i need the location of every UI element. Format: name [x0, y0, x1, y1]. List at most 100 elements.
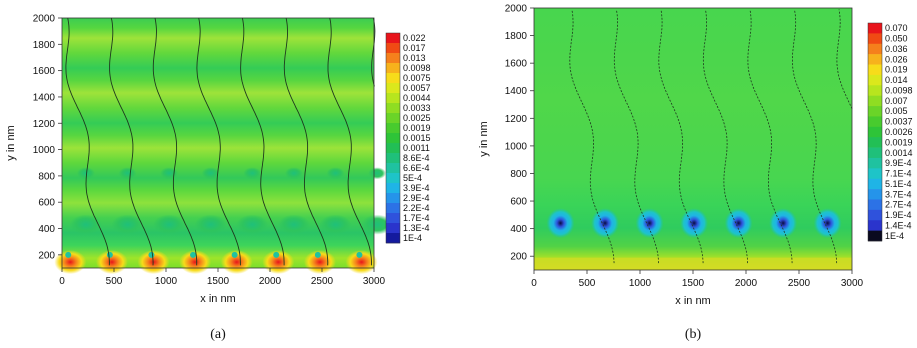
x-tick-label: 1500 [207, 276, 230, 287]
cool-spot [326, 167, 345, 180]
cool-spot [153, 214, 186, 235]
field-spot [591, 208, 620, 239]
teal-dot [65, 251, 72, 258]
colorbar-label: 9.9E-4 [885, 158, 912, 168]
colorbar-label: 0.022 [403, 33, 426, 43]
y-tick-label: 1800 [33, 40, 56, 51]
warm-band [534, 257, 852, 270]
y-tick-label: 400 [38, 224, 55, 235]
colorbar-label: 0.0075 [403, 73, 431, 83]
colorbar-label: 0.0098 [885, 85, 913, 95]
colorbar-swatch [868, 137, 882, 148]
isoline [152, 17, 198, 266]
cool-spot [111, 214, 144, 235]
colorbar-label: 2.9E-4 [403, 193, 430, 203]
isoline [658, 9, 704, 264]
x-tick-label: 1000 [155, 276, 178, 287]
colorbar-label: 0.013 [403, 53, 426, 63]
y-tick-label: 800 [38, 171, 55, 182]
y-tick-label: 1400 [33, 92, 56, 103]
colorbar-label: 6.6E-4 [403, 163, 430, 173]
colorbar-swatch [386, 203, 400, 214]
isoline [283, 17, 329, 266]
isoline [65, 17, 110, 266]
colorbar-label: 0.0037 [885, 117, 913, 127]
cool-spot [368, 167, 387, 180]
x-tick-label: 500 [579, 278, 596, 289]
isoline [792, 9, 838, 264]
cool-spot [118, 167, 137, 180]
colorbar-swatch [868, 126, 882, 138]
colorbar-swatch [386, 113, 400, 124]
cool-spot [361, 214, 394, 235]
colorbar-swatch [868, 23, 882, 34]
field-spot [635, 208, 664, 239]
y-tick-label: 200 [38, 250, 55, 261]
caption-b: (b) [685, 327, 702, 342]
cool-spot [76, 167, 95, 180]
colorbar-label: 1E-4 [403, 233, 422, 243]
colorbar-swatch [868, 106, 882, 117]
caption-a: (a) [210, 327, 226, 342]
colorbar-swatch [868, 147, 882, 159]
colorbar-swatch [868, 116, 882, 128]
y-tick-label: 1400 [505, 86, 528, 97]
x-ticks-a: 0 500 1000 1500 2000 2500 3000 [59, 268, 386, 287]
y-tick-label: 1800 [505, 31, 528, 42]
colorbar-swatch [868, 33, 882, 45]
isoline [613, 9, 659, 264]
colorbar-label: 1.4E-4 [885, 220, 912, 230]
x-tick-label: 0 [59, 276, 65, 287]
y-ticks-b: 200 400 600 800 1000 1200 1400 1600 1800 2000 [505, 4, 534, 263]
teal-dot [190, 251, 197, 258]
colorbar-swatch [868, 54, 882, 65]
colorbar-label: 0.026 [885, 54, 908, 64]
x-tick-label: 2000 [259, 276, 282, 287]
colorbar-swatch [386, 43, 400, 54]
colorbar-label: 0.050 [885, 34, 908, 44]
colorbar-label: 0.0033 [403, 103, 431, 113]
colorbar-label: 0.036 [885, 44, 908, 54]
colorbar-label: 8.6E-4 [403, 153, 430, 163]
colorbar-label: 0.0019 [885, 137, 913, 147]
colorbar-label: 7.1E-4 [885, 169, 912, 179]
teal-dot [148, 251, 155, 258]
colorbar-label: 0.0011 [403, 143, 430, 153]
isoline [371, 17, 376, 87]
field-spot [546, 208, 575, 239]
colorbar-swatch [868, 95, 882, 107]
colorbar-swatch [386, 213, 400, 224]
colorbar-swatch [868, 189, 882, 200]
colorbar-swatch [386, 83, 400, 94]
cool-spot [243, 167, 262, 180]
isoline [836, 9, 853, 109]
colorbar-swatch [386, 133, 400, 144]
y-tick-label: 2000 [33, 14, 56, 25]
y-tick-label: 200 [510, 252, 527, 263]
colorbar-label: 0.005 [885, 106, 908, 116]
colorbar-swatch [386, 103, 400, 114]
x-tick-label: 2500 [311, 276, 334, 287]
colorbar-swatch [868, 178, 882, 190]
colorbar-swatch [386, 93, 400, 104]
cool-spot [277, 214, 310, 235]
x-ticks-b: 0 500 1000 1500 2000 2500 3000 [531, 270, 864, 289]
isolines-a [65, 17, 376, 266]
y-tick-label: 1200 [33, 119, 56, 130]
isoline [327, 17, 372, 266]
colorbar-label: 2.2E-4 [403, 203, 430, 213]
colorbar-label: 3.7E-4 [885, 189, 912, 199]
colorbar-swatch [868, 220, 882, 231]
colorbar-swatch [868, 85, 882, 96]
colorbar-label: 0.0098 [403, 63, 431, 73]
y-tick-label: 1000 [33, 145, 56, 156]
colorbar-swatch [386, 63, 400, 74]
isoline [569, 9, 615, 264]
teal-dot [356, 251, 363, 258]
colorbar-label: 0.0015 [403, 133, 431, 143]
field-spot [724, 208, 753, 239]
colorbar-label: 5E-4 [403, 173, 422, 183]
colorbar-swatch [386, 73, 400, 84]
colorbar-label: 1E-4 [885, 231, 904, 241]
